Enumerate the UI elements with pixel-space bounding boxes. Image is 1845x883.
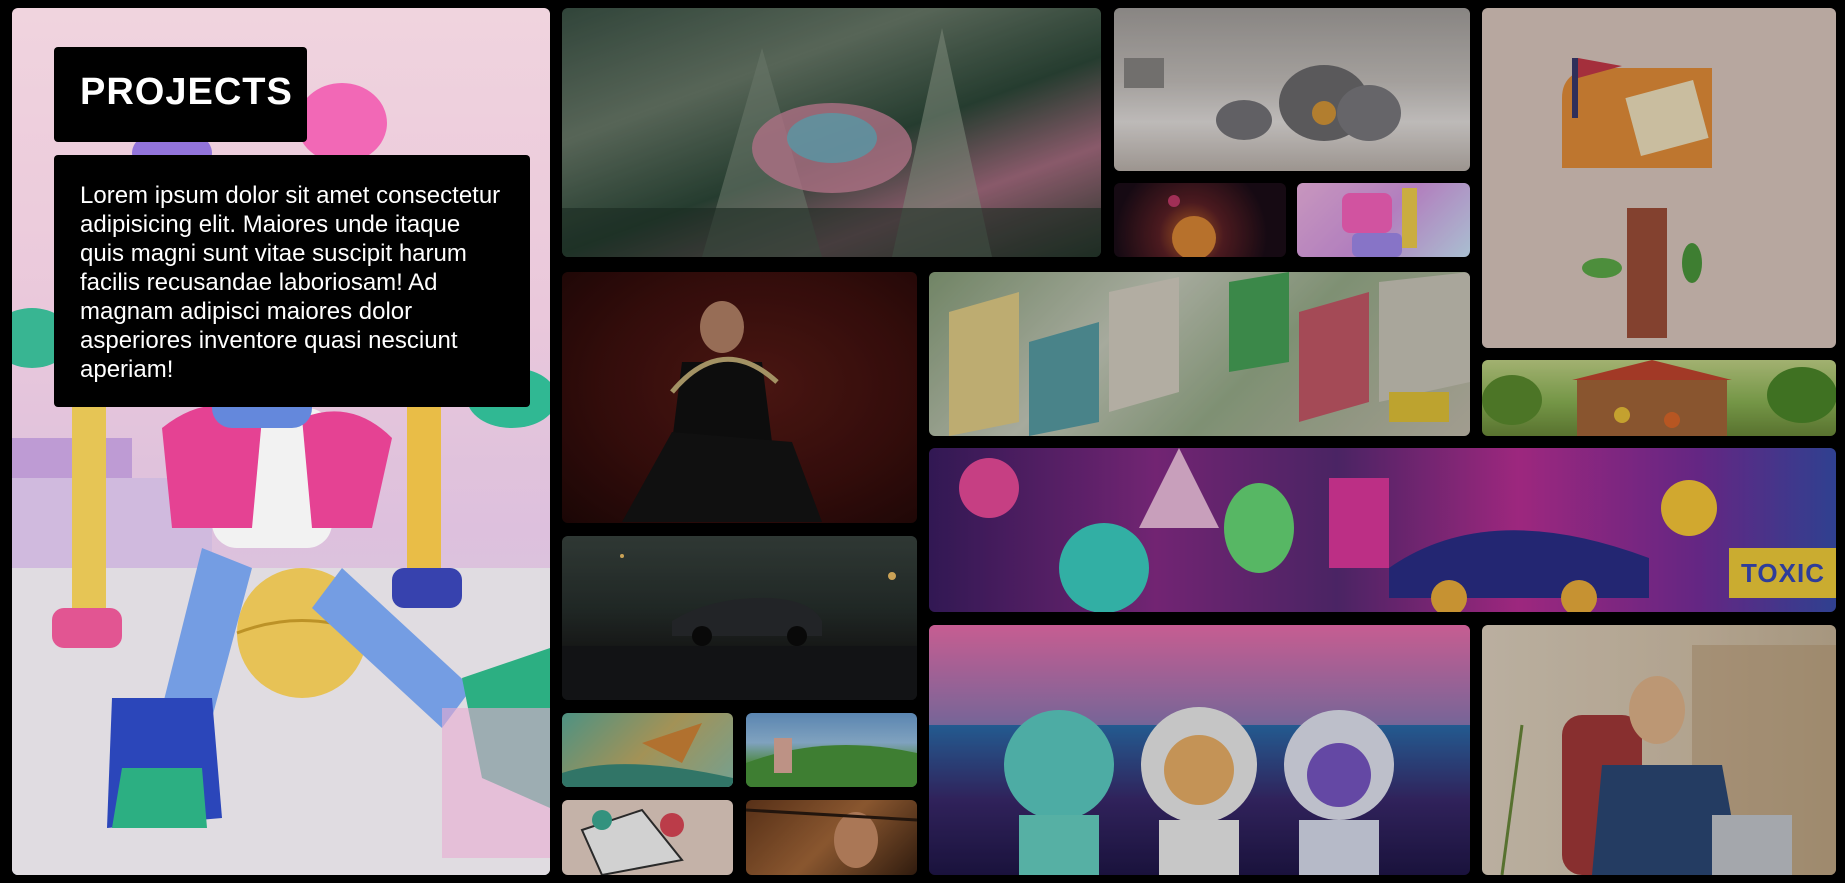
mailbox-artwork	[1562, 58, 1712, 338]
gallery-tile-fantasy-castle[interactable]	[562, 8, 1101, 257]
projects-description: Lorem ipsum dolor sit amet consectetur a…	[80, 182, 501, 383]
archer-artwork	[746, 808, 917, 868]
projects-description-panel: Lorem ipsum dolor sit amet consectetur a…	[54, 155, 530, 407]
projects-title-panel: PROJECTS	[54, 47, 307, 142]
gallery-tile-portrait-woman[interactable]	[562, 272, 917, 523]
bird-artwork	[562, 723, 733, 787]
gallery-tile-fruit-market[interactable]	[1482, 360, 1836, 436]
gallery-tile-archer[interactable]	[746, 800, 917, 875]
planet-artwork	[1168, 195, 1216, 257]
fruit-market-artwork	[1482, 360, 1836, 436]
fantasy-castle-artwork	[562, 28, 1101, 257]
graffiti-mural-artwork	[959, 448, 1836, 612]
gallery-tile-graffiti-mural[interactable]: TOXIC	[929, 448, 1836, 612]
gallery-tile-wolf-illustration[interactable]	[562, 800, 733, 875]
page-title: PROJECTS	[80, 71, 293, 113]
gallery-tile-cute-animals[interactable]	[929, 625, 1470, 875]
graffiti-sign-text: TOXIC	[1741, 558, 1825, 588]
hillside-artwork	[746, 738, 917, 787]
gallery-tile-car-night[interactable]	[562, 536, 917, 700]
gallery-tile-snow-pods[interactable]	[1114, 8, 1470, 171]
gallery-tile-hillside[interactable]	[746, 713, 917, 787]
cute-animals-artwork	[929, 625, 1470, 875]
pink-toy-artwork	[1342, 188, 1417, 257]
gallery-tile-bird[interactable]	[562, 713, 733, 787]
office-man-artwork	[1500, 645, 1836, 875]
gallery-tile-isometric-city[interactable]	[929, 272, 1470, 436]
gallery-tile-office-man[interactable]	[1482, 625, 1836, 875]
projects-hero-tile: PROJECTS Lorem ipsum dolor sit amet cons…	[12, 8, 550, 875]
wolf-artwork	[580, 808, 684, 875]
gallery-tile-pink-toy[interactable]	[1297, 183, 1470, 257]
car-artwork	[562, 554, 917, 700]
portrait-woman-artwork	[622, 301, 822, 522]
gallery-tile-mailbox[interactable]	[1482, 8, 1836, 348]
snow-pods-artwork	[1124, 58, 1401, 141]
isometric-city-artwork	[949, 272, 1470, 436]
gallery-tile-space-planet[interactable]	[1114, 183, 1286, 257]
